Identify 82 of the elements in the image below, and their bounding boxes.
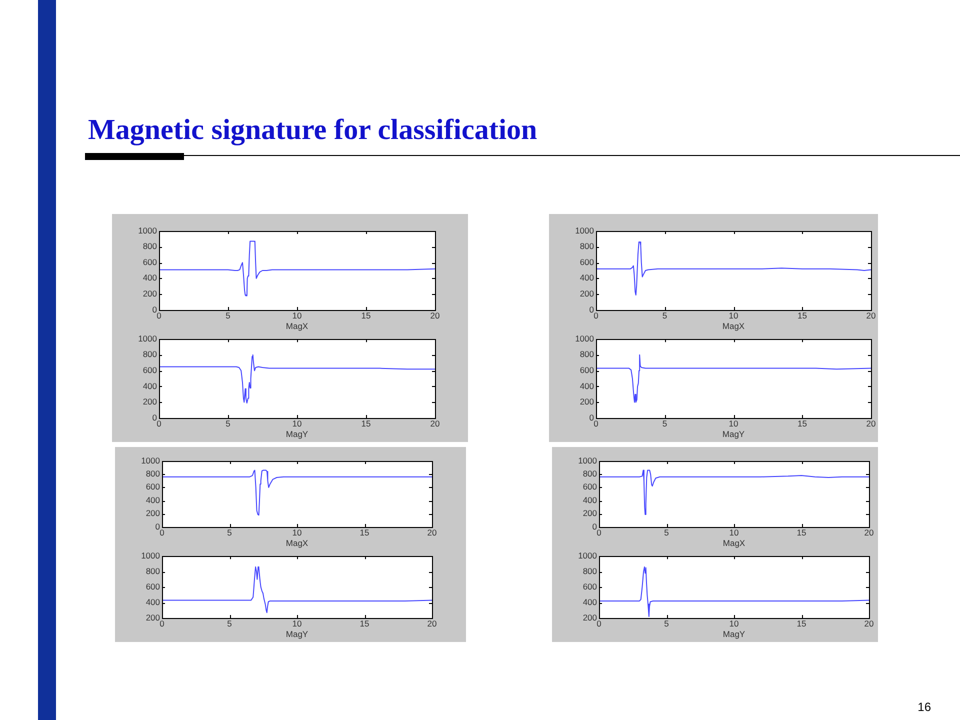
x-tick-label: 10 <box>729 618 739 628</box>
x-axis-title: MagX <box>286 538 308 548</box>
x-axis-title: MagY <box>286 629 308 640</box>
y-tick-label: 200 <box>142 396 158 407</box>
y-tick-label: 400 <box>582 596 598 607</box>
y-tick-label: 1000 <box>141 550 160 560</box>
x-axis-title: MagX <box>722 321 745 332</box>
y-tick-label: 800 <box>580 241 594 252</box>
x-tick-label: 15 <box>361 310 371 320</box>
x-tick-label: 20 <box>427 527 437 538</box>
x-tick-label: 10 <box>729 527 739 538</box>
y-tick-label: 600 <box>142 365 158 376</box>
x-tick-label: 15 <box>360 527 370 538</box>
x-axis-title: MagY <box>286 429 308 440</box>
y-tick-label: 400 <box>582 494 598 505</box>
x-tick-label: 20 <box>864 527 874 538</box>
x-tick-label: 20 <box>427 618 437 628</box>
x-tick-label: 20 <box>430 310 440 320</box>
y-tick-label: 600 <box>142 256 158 267</box>
y-tick-label: 800 <box>142 349 158 360</box>
y-tick-label: 400 <box>580 380 594 391</box>
y-tick-label: 1000 <box>578 550 598 560</box>
y-tick-label: 1000 <box>138 333 158 344</box>
y-tick-label: 600 <box>146 581 160 592</box>
x-tick-label: 10 <box>292 310 302 320</box>
y-tick-label: 600 <box>146 482 160 492</box>
y-tick-label: 1000 <box>575 225 594 236</box>
y-tick-label: 200 <box>582 508 598 518</box>
x-tick-label: 5 <box>226 418 231 428</box>
y-tick-label: 200 <box>146 508 160 518</box>
x-axis-title: MagX <box>286 321 308 332</box>
y-tick-label: 800 <box>580 349 594 360</box>
y-tick-label: 800 <box>142 241 158 252</box>
y-tick-label: 200 <box>582 612 598 622</box>
y-tick-label: 1000 <box>141 455 160 466</box>
x-tick-label: 10 <box>292 618 302 628</box>
x-tick-label: 5 <box>227 618 232 628</box>
y-tick-label: 400 <box>580 272 594 283</box>
x-tick-label: 15 <box>798 310 808 320</box>
y-tick-label: 1000 <box>138 225 158 236</box>
y-tick-label: 800 <box>146 566 160 576</box>
y-tick-label: 600 <box>580 365 594 376</box>
y-tick-label: 600 <box>582 581 598 592</box>
x-tick-label: 15 <box>360 618 370 628</box>
y-tick-label: 200 <box>142 288 158 299</box>
y-tick-label: 400 <box>142 272 158 283</box>
x-tick-label: 10 <box>292 527 302 538</box>
x-tick-label: 10 <box>292 418 302 428</box>
x-tick-label: 10 <box>728 418 738 428</box>
x-axis-title: MagX <box>722 538 746 548</box>
x-axis-title: MagY <box>722 629 746 640</box>
y-tick-label: 800 <box>582 566 598 576</box>
x-axis-title: MagY <box>722 429 745 440</box>
y-tick-label: 400 <box>146 494 160 505</box>
y-tick-label: 1000 <box>575 333 594 344</box>
x-tick-label: 5 <box>662 418 668 428</box>
x-tick-label: 15 <box>796 527 806 538</box>
y-tick-label: 1000 <box>578 455 598 466</box>
x-tick-label: 5 <box>664 527 670 538</box>
y-tick-label: 200 <box>146 612 160 622</box>
x-tick-label: 5 <box>226 310 231 320</box>
x-tick-label: 20 <box>866 310 876 320</box>
x-tick-label: 15 <box>361 418 371 428</box>
y-tick-label: 600 <box>582 482 598 492</box>
y-tick-label: 200 <box>580 288 594 299</box>
chart-title: Magnetic signature for classification <box>88 114 538 147</box>
y-tick-label: 400 <box>142 380 158 391</box>
y-tick-label: 200 <box>580 396 594 407</box>
y-tick-label: 800 <box>146 468 160 479</box>
x-tick-label: 20 <box>864 618 874 628</box>
x-tick-label: 5 <box>227 527 232 538</box>
y-tick-label: 400 <box>146 596 160 607</box>
x-tick-label: 5 <box>662 310 668 320</box>
x-tick-label: 5 <box>664 618 670 628</box>
x-tick-label: 20 <box>430 418 440 428</box>
y-tick-label: 800 <box>582 468 598 479</box>
text: 16 <box>918 700 931 714</box>
x-tick-label: 10 <box>728 310 738 320</box>
x-tick-label: 20 <box>866 418 876 428</box>
x-tick-label: 15 <box>796 618 806 628</box>
y-tick-label: 600 <box>580 256 594 267</box>
x-tick-label: 15 <box>798 418 808 428</box>
